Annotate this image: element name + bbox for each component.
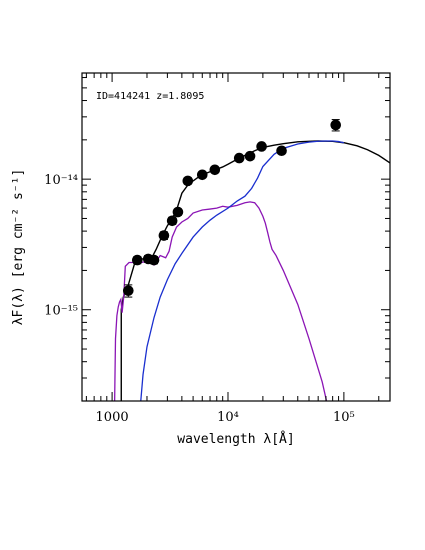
y-tick-label: 10⁻¹⁴ [44, 173, 78, 188]
data-point [172, 206, 184, 218]
data-point [209, 164, 221, 176]
data-point [330, 119, 342, 131]
axes: 1000 10⁴ 10⁵ 10⁻¹⁵ 10⁻¹⁴ [44, 72, 391, 425]
x-tick-label: 10⁵ [333, 410, 355, 425]
x-tick-label: 1000 [96, 410, 129, 425]
data-point [233, 152, 245, 164]
source-annotation: ID=414241 z=1.8095 [96, 91, 204, 102]
x-tick-label: 10⁴ [217, 410, 239, 425]
y-axis-label: λF(λ) [erg cm⁻² s⁻¹] [11, 169, 26, 326]
data-point [123, 285, 134, 296]
data-point [182, 175, 194, 187]
photometry-points [123, 119, 342, 298]
data-point [276, 145, 287, 157]
data-point [196, 169, 208, 181]
data-point [166, 215, 178, 227]
plot-frame [81, 72, 391, 402]
data-point [158, 230, 170, 241]
data-point [256, 141, 267, 152]
data-point [131, 254, 143, 266]
x-axis-label: wavelength λ[Å] [177, 431, 294, 447]
series-line-3 [140, 140, 345, 401]
y-tick-label: 10⁻¹⁵ [44, 304, 78, 319]
data-point [148, 254, 160, 266]
data-point [244, 150, 256, 162]
